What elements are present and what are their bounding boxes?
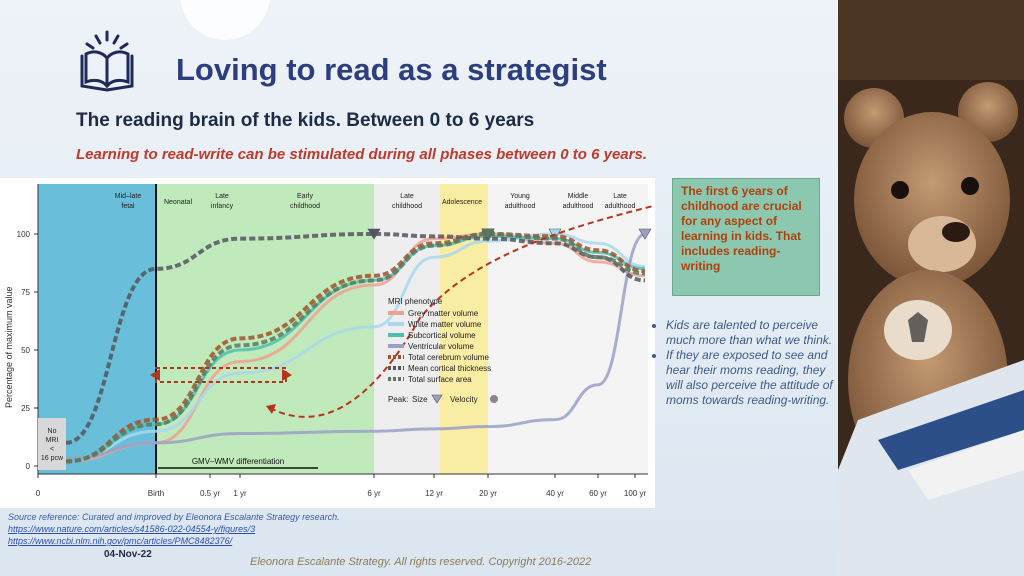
x-tick-label: 6 yr <box>367 489 381 498</box>
no-mri-box <box>38 418 66 470</box>
stage-label: Young adulthood <box>505 193 536 210</box>
teddy-bear-illustration <box>838 0 1024 576</box>
band-early <box>156 184 374 474</box>
series-line <box>65 232 646 461</box>
arrow-left <box>150 369 160 381</box>
teddy-bear-photo <box>838 0 1024 576</box>
no-mri-label: No MRI <16 pcw <box>41 428 64 462</box>
x-tick-label: 0 <box>36 489 41 498</box>
y-axis-label: Percentage of maximum value <box>4 286 14 408</box>
callout-box: The first 6 years of childhood are cruci… <box>672 178 820 296</box>
legend-title: MRI phenotype <box>388 297 443 306</box>
velocity-marker-icon <box>490 395 498 403</box>
legend-label: Ventricular volume <box>408 342 474 351</box>
peak-marker <box>367 228 381 240</box>
tagline: Learning to read-write can be stimulated… <box>76 146 647 163</box>
source-link-nature[interactable]: https://www.nature.com/articles/s41586-0… <box>8 524 256 534</box>
band-adolescence <box>440 184 488 474</box>
x-tick-label: 1 yr <box>233 489 247 498</box>
legend-label: Mean cortical thickness <box>408 364 491 373</box>
callout-arrow <box>269 204 655 418</box>
brain-development-chart: 0 25 50 75 100 0 Birth 0.5 yr 1 yr 6 yr 12 yr 20 y… <box>0 178 655 508</box>
stage-label: Neonatal <box>164 199 192 206</box>
stage-label: Adolescence <box>442 199 482 206</box>
legend-label: White matter volume <box>408 320 482 329</box>
legend-label: Total surface area <box>408 375 472 384</box>
y-tick-label: 25 <box>21 404 30 413</box>
legend-label: Grey matter volume <box>408 309 479 318</box>
page-subtitle: The reading brain of the kids. Between 0… <box>76 110 535 131</box>
y-tick-label: 75 <box>21 288 30 297</box>
x-tick-label: 12 yr <box>425 489 443 498</box>
legend-label: Subcortical volume <box>408 331 476 340</box>
peak-label: Peak: <box>388 395 408 404</box>
footer-copyright: Eleonora Escalante Strategy. All rights … <box>250 556 592 568</box>
size-label: Size <box>412 395 428 404</box>
callout-arrowhead <box>266 404 276 414</box>
bullet-item: Kids are talented to perceive much more … <box>666 318 842 348</box>
series-line <box>65 232 646 463</box>
bullet-item: If they are exposed to see and hear thei… <box>666 348 842 408</box>
y-tick-label: 0 <box>26 462 31 471</box>
band-adulthood <box>488 184 648 474</box>
stage-label: Middle adulthood <box>563 193 594 210</box>
slide-date: 04-Nov-22 <box>104 549 152 560</box>
stage-label: Late childhood <box>392 193 422 210</box>
slide: Loving to read as a strategist The readi… <box>0 0 838 576</box>
peak-marker <box>481 228 495 240</box>
peak-marker <box>638 228 652 240</box>
velocity-label: Velocity <box>450 395 478 404</box>
legend-label: Total cerebrum volume <box>408 353 489 362</box>
series-line <box>65 231 646 445</box>
stage-label: Mid–late fetal <box>115 193 142 210</box>
x-tick-label: 100 yr <box>624 489 647 498</box>
stage-label: Late adulthood <box>605 193 636 210</box>
y-tick-label: 50 <box>21 346 30 355</box>
source-text: Source reference: Curated and improved b… <box>8 512 340 522</box>
x-tick-label: 40 yr <box>546 489 564 498</box>
x-tick-label: Birth <box>148 489 164 498</box>
chart-legend: MRI phenotype Grey matter volume White ma… <box>388 297 498 404</box>
arrow-right <box>282 369 292 381</box>
open-book-icon <box>80 30 134 92</box>
bullet-list: Kids are talented to perceive much more … <box>652 318 842 408</box>
source-link-ncbi[interactable]: https://www.ncbi.nlm.nih.gov/pmc/article… <box>8 536 233 546</box>
x-tick-label: 0.5 yr <box>200 489 220 498</box>
gmv-wmv-label: GMV–WMV differentiation <box>192 457 284 466</box>
x-tick-label: 60 yr <box>589 489 607 498</box>
source-reference: Source reference: Curated and improved b… <box>8 511 340 547</box>
y-tick-label: 100 <box>17 230 31 239</box>
size-marker-icon <box>431 394 443 404</box>
page-title: Loving to read as a strategist <box>176 52 607 87</box>
stage-label: Late infancy <box>211 193 234 210</box>
x-tick-label: 20 yr <box>479 489 497 498</box>
stage-label: Early childhood <box>290 193 320 210</box>
decorative-circle <box>180 0 270 40</box>
series-line <box>65 231 646 464</box>
series-line <box>65 231 646 464</box>
